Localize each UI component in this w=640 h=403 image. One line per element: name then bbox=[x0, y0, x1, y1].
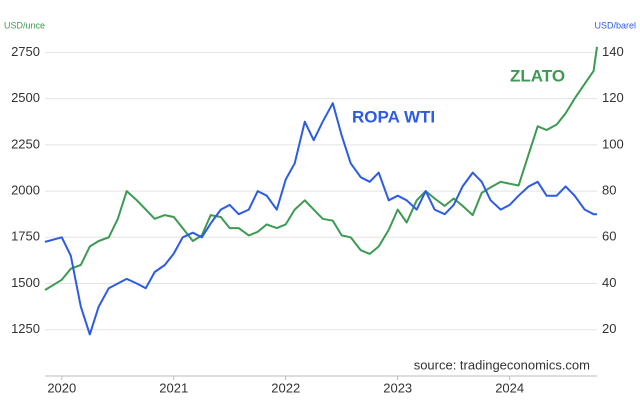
y2-tick-label: 60 bbox=[602, 229, 616, 244]
y2-tick-label: 20 bbox=[602, 321, 616, 336]
x-tick-label: 2022 bbox=[271, 380, 300, 395]
y-tick-label: 2000 bbox=[11, 183, 40, 198]
y-tick-label: 2500 bbox=[11, 90, 40, 105]
y2-tick-label: 100 bbox=[602, 136, 624, 151]
y-tick-label: 1500 bbox=[11, 275, 40, 290]
right-axis-unit: USD/barel bbox=[594, 20, 636, 30]
series-line bbox=[44, 46, 598, 291]
y-tick-label: 2250 bbox=[11, 136, 40, 151]
series-annotation: ZLATO bbox=[510, 66, 565, 85]
x-tick-label: 2021 bbox=[159, 380, 188, 395]
source-note: source: tradingeconomics.com bbox=[414, 357, 590, 372]
y-tick-label: 2750 bbox=[11, 44, 40, 59]
y2-tick-label: 80 bbox=[602, 183, 616, 198]
x-tick-label: 2020 bbox=[47, 380, 76, 395]
y2-tick-label: 120 bbox=[602, 90, 624, 105]
y-tick-label: 1250 bbox=[11, 321, 40, 336]
y2-tick-label: 40 bbox=[602, 275, 616, 290]
y2-tick-label: 140 bbox=[602, 44, 624, 59]
left-axis-unit: USD/unce bbox=[4, 20, 45, 30]
series-line bbox=[44, 102, 597, 336]
x-tick-label: 2024 bbox=[495, 380, 524, 395]
x-tick-label: 2023 bbox=[383, 380, 412, 395]
series-annotation: ROPA WTI bbox=[352, 107, 435, 126]
y-tick-label: 1750 bbox=[11, 229, 40, 244]
